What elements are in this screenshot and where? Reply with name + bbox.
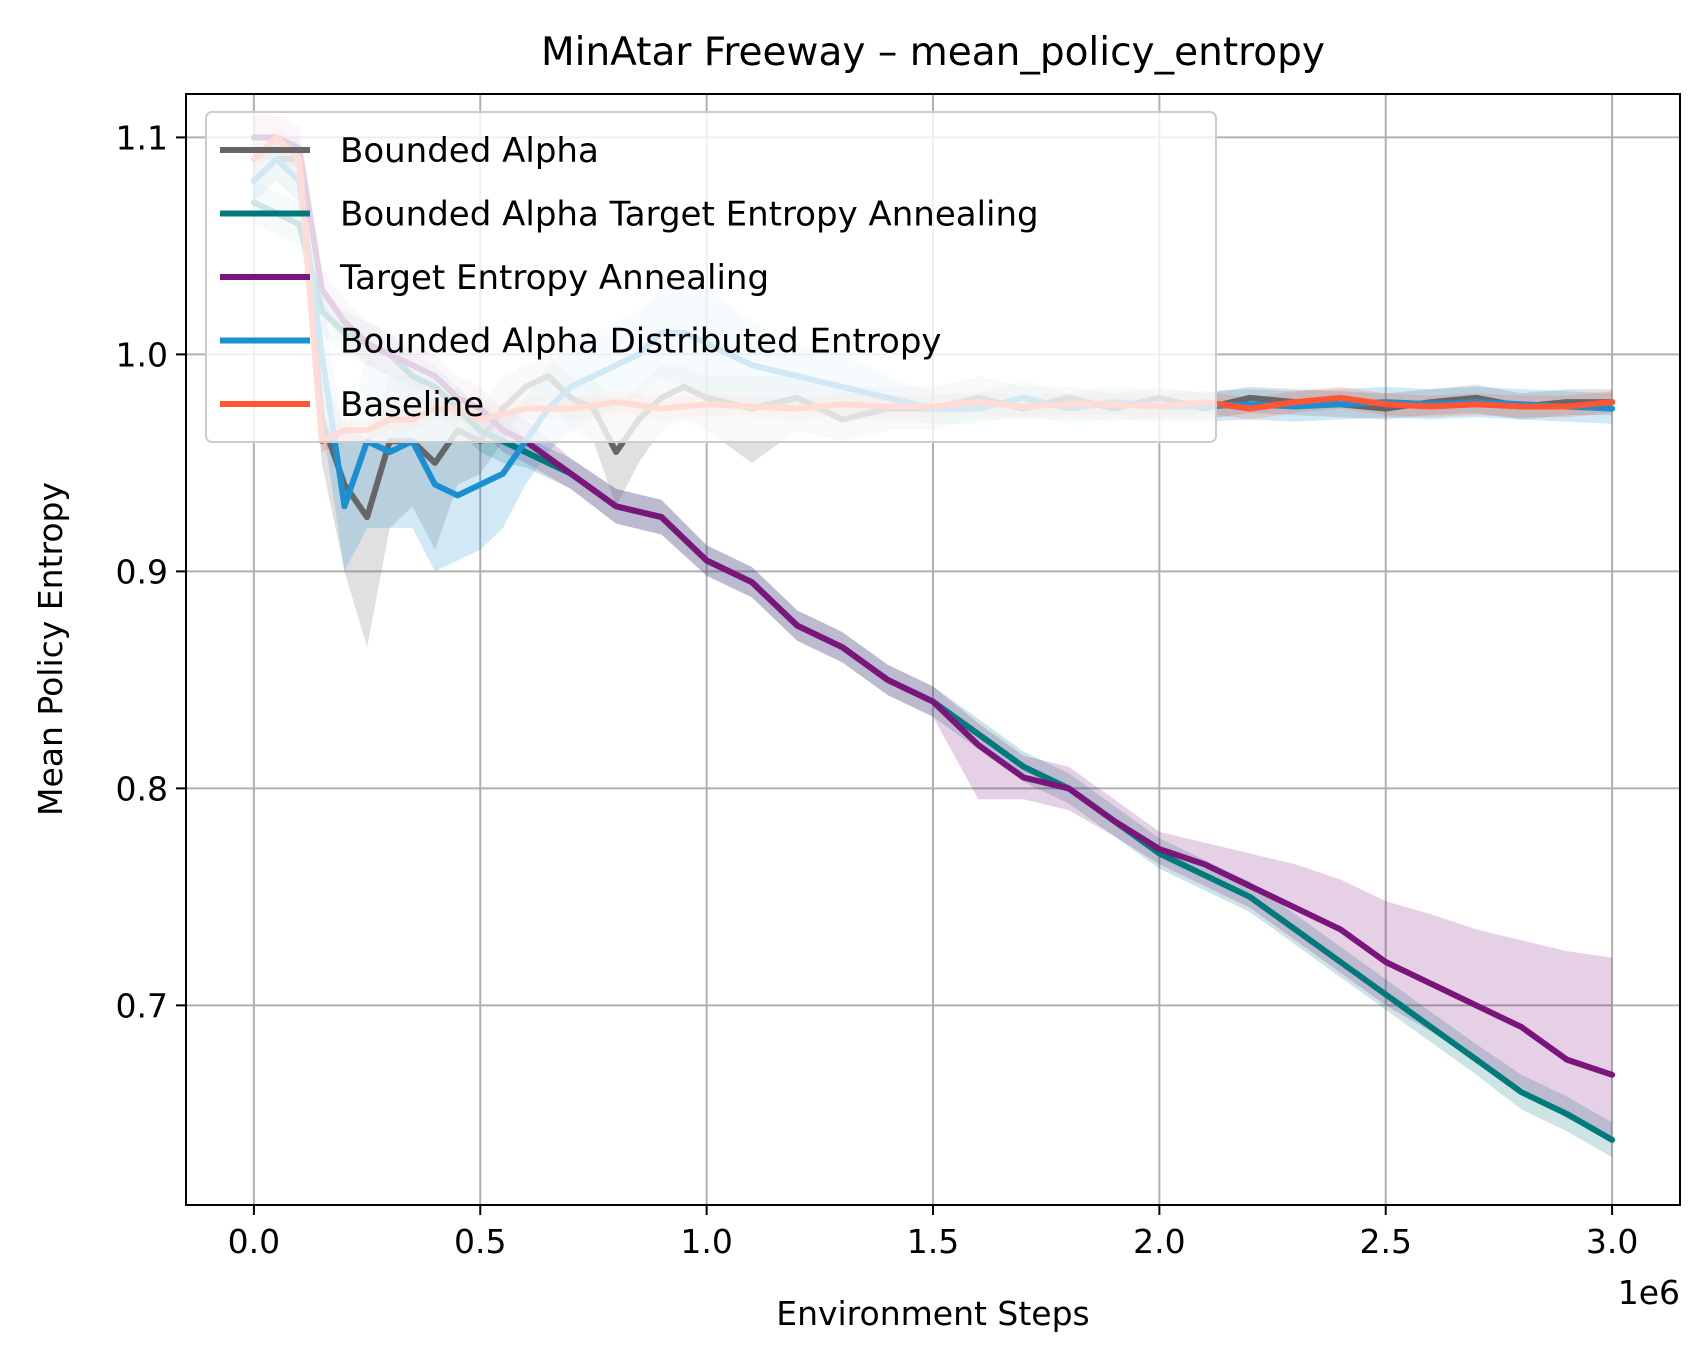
legend-frame	[205, 111, 1217, 443]
x-tick-label: 3.0	[1586, 1222, 1638, 1261]
x-axis-offset-label: 1e6	[1618, 1273, 1680, 1312]
y-tick-label: 0.8	[116, 769, 168, 808]
legend-label-baseline: Baseline	[340, 385, 484, 425]
x-tick-label: 1.5	[907, 1222, 959, 1261]
y-axis-label: Mean Policy Entropy	[31, 482, 70, 816]
legend-label-target-entropy-annealing: Target Entropy Annealing	[339, 258, 769, 298]
legend-label-bounded-alpha-distributed-entropy: Bounded Alpha Distributed Entropy	[340, 322, 942, 362]
y-tick-label: 1.0	[116, 335, 168, 374]
legend-entries: Bounded Alpha Bounded Alpha Target Entrop…	[220, 131, 1039, 425]
y-tick-label: 0.7	[116, 986, 168, 1025]
y-axis-ticks: 0.7 0.8 0.9 1.0 1.1	[116, 118, 186, 1025]
x-tick-label: 2.5	[1359, 1222, 1411, 1261]
x-axis-ticks: 0.0 0.5 1.0 1.5 2.0 2.5 3.0	[228, 1205, 1638, 1261]
x-axis-label: Environment Steps	[776, 1294, 1090, 1333]
band-bounded-alpha-distributed-entropy	[253, 137, 1613, 572]
chart-title: MinAtar Freeway – mean_policy_entropy	[541, 30, 1325, 75]
y-tick-label: 0.9	[116, 552, 168, 591]
x-tick-label: 0.5	[454, 1222, 506, 1261]
x-tick-label: 0.0	[228, 1222, 280, 1261]
legend-label-bounded-alpha: Bounded Alpha	[340, 131, 599, 171]
legend: Bounded Alpha Bounded Alpha Target Entrop…	[205, 111, 1217, 443]
x-tick-label: 1.0	[680, 1222, 732, 1261]
band-target-entropy-annealing	[253, 115, 1613, 1140]
x-tick-label: 2.0	[1133, 1222, 1185, 1261]
y-tick-label: 1.1	[116, 118, 168, 157]
legend-label-bounded-alpha-target-entropy-annealing: Bounded Alpha Target Entropy Annealing	[340, 195, 1039, 235]
